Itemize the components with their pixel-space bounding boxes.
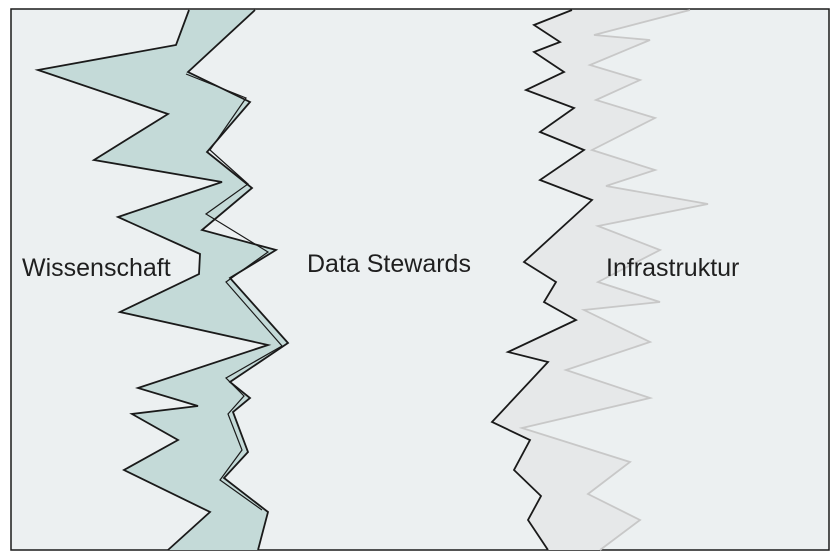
infrastructure-boundary-line (518, 9, 709, 551)
science-boundary-right-line (186, 9, 290, 551)
zone-label-stewards: Data Stewards (307, 250, 471, 278)
zone-label-infrastructure: Infrastruktur (606, 254, 739, 282)
science-boundary-sketch-line (185, 73, 283, 511)
zone-label-science: Wissenschaft (22, 254, 171, 282)
science-boundary-left-line (34, 9, 272, 551)
stewards-boundary-line (490, 9, 594, 551)
science-boundary-band (38, 10, 288, 550)
